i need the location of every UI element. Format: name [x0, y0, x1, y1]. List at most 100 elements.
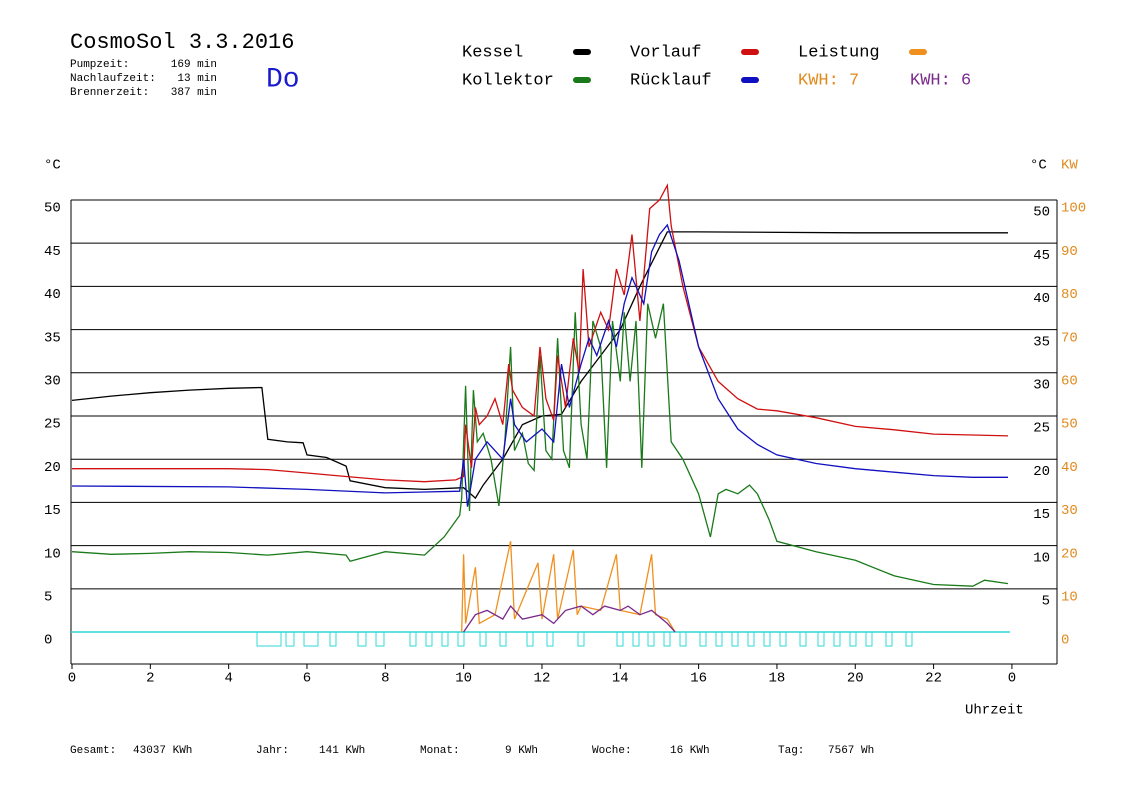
pump-box — [905, 631, 913, 647]
y-tick-label: 50 — [44, 201, 61, 217]
footer-value: 43037 KWh — [133, 745, 192, 757]
y2-tick-label: 80 — [1061, 287, 1078, 303]
x-tick-label: 18 — [769, 671, 786, 687]
pump-box — [303, 631, 319, 647]
pump-box — [329, 631, 337, 647]
series-line — [71, 223, 1008, 507]
y-right-tick-label: 30 — [1033, 377, 1050, 393]
pump-box — [865, 631, 873, 647]
kwh-label: KWH: 7 — [798, 71, 859, 90]
footer-value: 7567 Wh — [828, 745, 874, 757]
legend-label: Rücklauf — [630, 71, 712, 90]
pump-box — [479, 631, 487, 647]
y2-tick-label: 10 — [1061, 590, 1078, 606]
pump-box — [499, 631, 507, 647]
y-right-tick-label: 45 — [1033, 248, 1050, 264]
y2-tick-label: 100 — [1061, 201, 1086, 217]
y-right-tick-label: 25 — [1033, 421, 1050, 437]
y-tick-label: 5 — [44, 590, 52, 606]
footer-label: Monat: — [420, 745, 460, 757]
series-line — [461, 541, 676, 633]
y2-tick-label: 60 — [1061, 373, 1078, 389]
x-tick-label: 10 — [455, 671, 472, 687]
y-right-tick-label: 5 — [1042, 594, 1050, 610]
x-tick-label: 12 — [534, 671, 551, 687]
pump-box — [577, 631, 585, 647]
pump-box — [441, 631, 449, 647]
footer-label: Gesamt: — [70, 745, 116, 757]
stat-label: Brennerzeit: — [70, 87, 149, 99]
pump-box — [526, 631, 534, 647]
footer-value: 9 KWh — [505, 745, 538, 757]
footer-value: 16 KWh — [670, 745, 710, 757]
pump-box — [849, 631, 857, 647]
x-tick-label: 0 — [1008, 671, 1016, 687]
pump-box — [632, 631, 640, 647]
series-line — [463, 605, 676, 633]
pump-box — [616, 631, 624, 647]
y-right-tick-label: 50 — [1033, 205, 1050, 221]
x-axis-label: Uhrzeit — [965, 703, 1024, 719]
x-tick-label: 8 — [381, 671, 389, 687]
pump-box — [357, 631, 367, 647]
x-tick-label: 20 — [847, 671, 864, 687]
y-tick-label: 10 — [44, 546, 61, 562]
pump-box — [715, 631, 723, 647]
y-tick-label: 0 — [44, 633, 52, 649]
pump-box — [409, 631, 417, 647]
pump-box — [779, 631, 787, 647]
y2-tick-label: 90 — [1061, 244, 1078, 260]
series-line — [71, 303, 1009, 587]
y-tick-label: 30 — [44, 373, 61, 389]
series-line — [72, 183, 1009, 483]
day-label: Do — [266, 64, 300, 95]
y2-tick-label: 40 — [1061, 460, 1078, 476]
pump-box — [747, 631, 755, 647]
stat-label: Pumpzeit: — [70, 59, 129, 71]
legend-label: Leistung — [798, 43, 880, 62]
y-tick-label: 15 — [44, 503, 61, 519]
pump-box — [647, 631, 655, 647]
pump-box — [679, 631, 687, 647]
stat-value: 13 min — [177, 73, 217, 85]
y-right-tick-label: 20 — [1033, 464, 1050, 480]
y2-tick-label: 30 — [1061, 503, 1078, 519]
x-tick-label: 14 — [612, 671, 629, 687]
footer-label: Tag: — [778, 745, 804, 757]
y-right-tick-label: 15 — [1033, 507, 1050, 523]
footer-label: Woche: — [592, 745, 632, 757]
y2-tick-label: 70 — [1061, 330, 1078, 346]
y-right-axis-label: °C — [1030, 158, 1047, 174]
y-tick-label: 35 — [44, 330, 61, 346]
legend-label: Kessel — [462, 43, 523, 62]
footer-value: 141 KWh — [319, 745, 365, 757]
stat-label: Nachlaufzeit: — [70, 73, 156, 85]
pump-box — [885, 631, 893, 647]
pump-box — [425, 631, 433, 647]
pump-box — [763, 631, 771, 647]
footer-label: Jahr: — [256, 745, 289, 757]
y-right-tick-label: 35 — [1033, 334, 1050, 350]
pump-box — [731, 631, 739, 647]
y-right-tick-label: 10 — [1033, 550, 1050, 566]
stat-value: 169 min — [171, 59, 217, 71]
pump-box — [663, 631, 671, 647]
pump-box — [285, 631, 295, 647]
legend-label: Vorlauf — [630, 43, 701, 62]
y-tick-label: 20 — [44, 460, 61, 476]
y-right-tick-label: 40 — [1033, 291, 1050, 307]
kwh-label: KWH: 6 — [910, 71, 971, 90]
x-tick-label: 16 — [690, 671, 707, 687]
pump-box — [817, 631, 825, 647]
y2-tick-label: 50 — [1061, 417, 1078, 433]
pump-box — [833, 631, 841, 647]
y-tick-label: 25 — [44, 417, 61, 433]
y2-tick-label: 0 — [1061, 633, 1069, 649]
x-tick-label: 2 — [146, 671, 154, 687]
x-tick-label: 4 — [224, 671, 232, 687]
x-tick-label: 0 — [68, 671, 76, 687]
x-tick-label: 6 — [303, 671, 311, 687]
y-tick-label: 45 — [44, 244, 61, 260]
pump-box — [546, 631, 554, 647]
